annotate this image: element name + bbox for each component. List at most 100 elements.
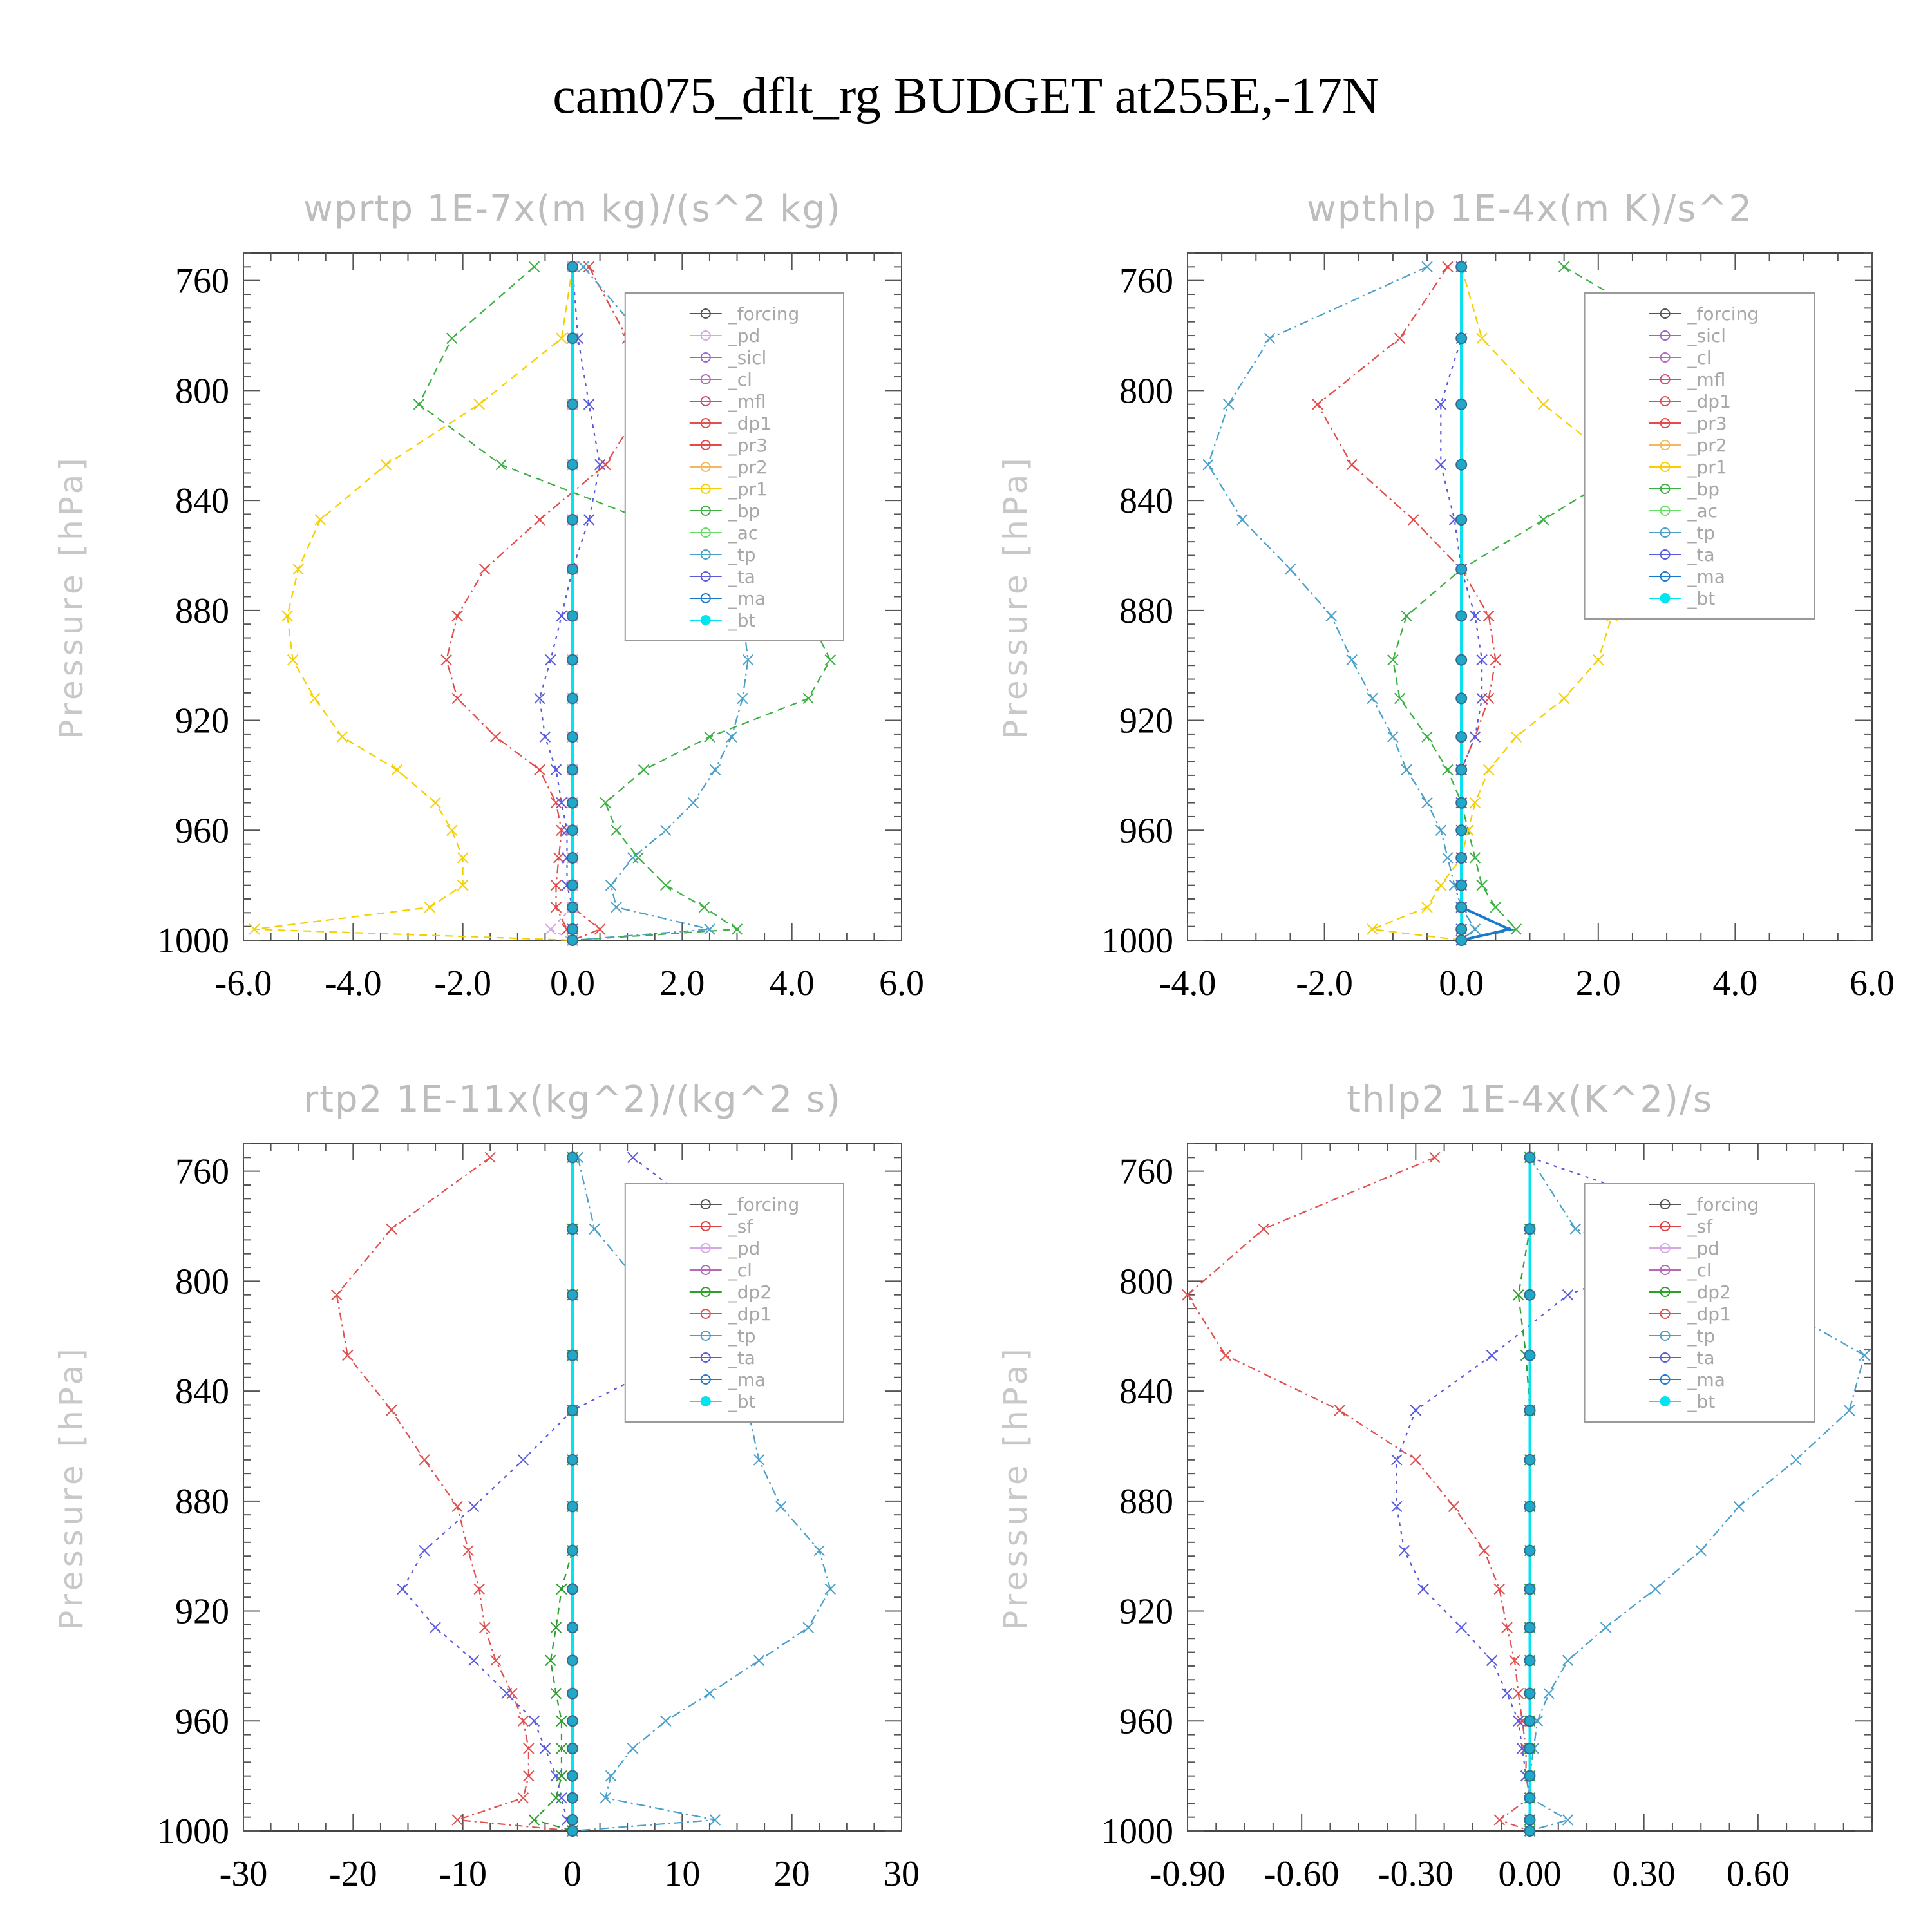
data-point bbox=[1524, 1454, 1536, 1466]
legend-label: _pr1 bbox=[728, 478, 768, 500]
y-tick-label: 880 bbox=[1119, 591, 1173, 631]
series_pr1 bbox=[249, 261, 578, 946]
data-point bbox=[567, 1825, 578, 1837]
data-point bbox=[550, 797, 562, 809]
data-point bbox=[1455, 332, 1468, 345]
legend-item: _ta bbox=[1649, 1347, 1715, 1368]
data-point bbox=[556, 1770, 567, 1782]
series-line bbox=[445, 266, 645, 941]
legend-marker bbox=[700, 1287, 711, 1297]
data-point bbox=[567, 1151, 578, 1164]
data-point bbox=[292, 564, 304, 575]
legend-marker bbox=[700, 506, 711, 516]
data-point bbox=[742, 654, 754, 666]
legend-item: _ta bbox=[1649, 544, 1715, 565]
data-point bbox=[567, 459, 578, 471]
data-point bbox=[567, 731, 578, 743]
data-point bbox=[550, 902, 562, 913]
legend-label: _bt bbox=[728, 610, 756, 631]
legend-item: _tp bbox=[689, 1325, 756, 1347]
data-point bbox=[753, 1454, 765, 1466]
legend-label: _bt bbox=[728, 1391, 756, 1412]
data-point bbox=[490, 731, 502, 743]
data-point bbox=[1558, 692, 1570, 705]
y-tick-label: 840 bbox=[1119, 1372, 1173, 1412]
data-point bbox=[1442, 764, 1454, 776]
legend-item: _ac bbox=[689, 522, 758, 544]
data-point bbox=[1435, 824, 1447, 836]
data-point bbox=[1510, 731, 1522, 743]
series_dp1 bbox=[331, 1151, 578, 1837]
data-point bbox=[627, 852, 639, 864]
data-point bbox=[1476, 332, 1488, 345]
data-point bbox=[567, 692, 578, 705]
data-point bbox=[534, 764, 545, 776]
data-point bbox=[1843, 1405, 1855, 1416]
legend-item: _dp1 bbox=[1649, 391, 1731, 412]
data-point bbox=[1421, 261, 1433, 273]
data-point bbox=[1325, 610, 1337, 622]
legend-item: _sf bbox=[1649, 1216, 1713, 1237]
data-point bbox=[1455, 563, 1468, 575]
legend: _forcing_sicl_cl_mfl_dp1_pr3_pr2_pr1_bp_… bbox=[1584, 292, 1815, 620]
data-point bbox=[567, 1583, 578, 1595]
legend-item: _pd bbox=[689, 325, 760, 346]
data-point bbox=[430, 797, 441, 809]
data-point bbox=[1455, 731, 1468, 743]
legend-label: _dp2 bbox=[1687, 1282, 1731, 1303]
data-point bbox=[660, 1715, 672, 1727]
data-point bbox=[1455, 692, 1468, 705]
series-line bbox=[538, 267, 601, 940]
data-point bbox=[802, 692, 814, 705]
x-tick-label: -4.0 bbox=[325, 963, 382, 1003]
data-point bbox=[709, 1814, 721, 1826]
legend-marker bbox=[1660, 527, 1671, 538]
data-point bbox=[539, 1743, 551, 1754]
data-point bbox=[1524, 1622, 1536, 1634]
data-point bbox=[1417, 1583, 1429, 1595]
legend-item: _ma bbox=[1649, 1369, 1725, 1390]
data-point bbox=[1455, 261, 1468, 273]
legend: _forcing_pd_sicl_cl_mfl_dp1_pr3_pr2_pr1_… bbox=[624, 292, 844, 641]
data-point bbox=[556, 1583, 567, 1595]
y-tick-label: 920 bbox=[175, 701, 229, 741]
x-tick-label: -20 bbox=[329, 1854, 377, 1894]
legend-marker bbox=[700, 440, 711, 450]
data-point bbox=[1394, 332, 1406, 345]
legend-marker bbox=[1660, 1287, 1671, 1297]
data-point bbox=[550, 764, 562, 776]
data-point bbox=[567, 563, 578, 575]
panel-2: wpthlp 1E-4x(m K)/s^2 Pressure [hPa] 760 80… bbox=[997, 188, 1895, 1003]
legend-marker bbox=[700, 374, 711, 384]
data-point bbox=[1476, 654, 1488, 666]
data-point bbox=[1258, 1223, 1269, 1235]
data-point bbox=[1490, 902, 1502, 913]
y-tick-label: 960 bbox=[175, 811, 229, 851]
data-point bbox=[1469, 797, 1481, 809]
legend-label: _ma bbox=[728, 1369, 766, 1390]
y-tick-label: 800 bbox=[175, 371, 229, 411]
data-point bbox=[567, 764, 578, 776]
series-line bbox=[549, 267, 574, 941]
x-tick-label: -0.30 bbox=[1378, 1854, 1454, 1894]
legend-item: _ma bbox=[689, 1369, 766, 1390]
data-point bbox=[550, 1770, 562, 1782]
data-point bbox=[473, 399, 485, 410]
legend-marker bbox=[700, 527, 711, 538]
data-point bbox=[1455, 824, 1468, 837]
y-axis-label: Pressure [hPa] bbox=[997, 454, 1034, 739]
legend-marker bbox=[700, 1352, 711, 1363]
data-point bbox=[567, 1770, 578, 1782]
data-point bbox=[1649, 1583, 1662, 1595]
y-axis-label: Pressure [hPa] bbox=[997, 1345, 1034, 1630]
series-line bbox=[336, 1157, 573, 1832]
figure-title: cam075_dflt_rg BUDGET at255E,-17N bbox=[553, 68, 1379, 124]
y-axis-label: Pressure [hPa] bbox=[53, 1345, 90, 1630]
data-point bbox=[556, 1792, 567, 1804]
legend-marker bbox=[1660, 484, 1671, 494]
y-tick-label: 960 bbox=[1119, 1701, 1173, 1741]
data-point bbox=[1524, 1715, 1536, 1727]
data-point bbox=[1346, 654, 1358, 666]
data-point bbox=[704, 923, 715, 935]
legend-marker bbox=[1660, 374, 1671, 384]
